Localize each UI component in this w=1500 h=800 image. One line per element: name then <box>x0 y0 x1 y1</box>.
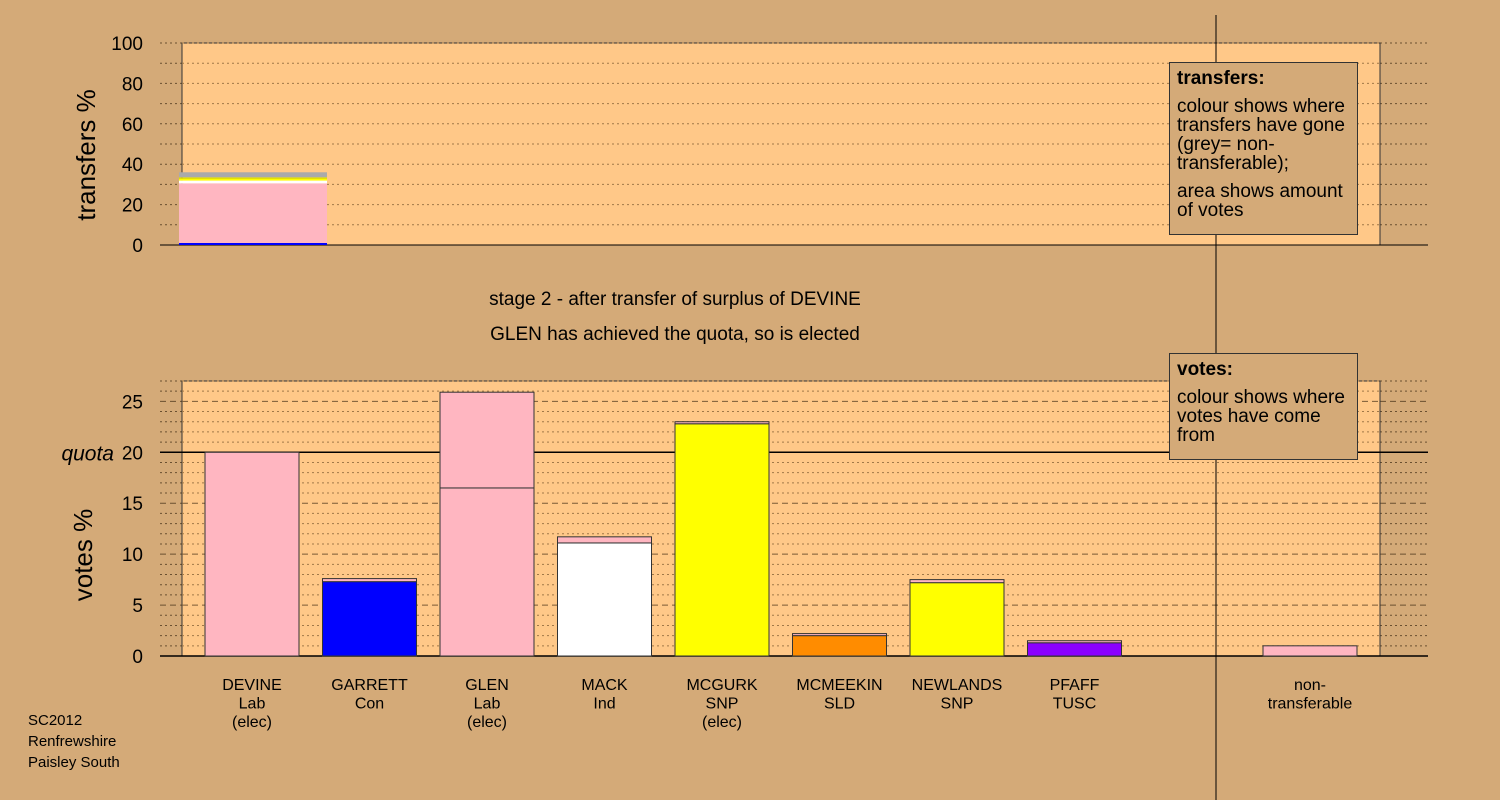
vote-segment <box>1027 642 1122 657</box>
vote-segment <box>792 635 887 657</box>
vote-segment <box>674 423 770 657</box>
vote-segment <box>439 487 535 657</box>
vote-segment <box>1027 640 1122 644</box>
votes-y-tick-label: 15 <box>122 494 143 515</box>
vote-segment <box>557 542 652 657</box>
candidate-label: DEVINE <box>222 677 282 694</box>
votes-y-tick-label: 20 <box>122 443 143 464</box>
transfers-y-ticks: 0 20 40 60 80 100 <box>111 34 143 257</box>
transfers-legend-title: transfers: <box>1177 68 1265 89</box>
election-code: SC2012 <box>28 712 83 729</box>
vote-segment <box>204 451 300 657</box>
candidate-label: Con <box>355 696 384 713</box>
candidate-label: transferable <box>1268 696 1353 713</box>
transfer-segment <box>179 180 327 184</box>
votes-y-axis-label: votes % <box>68 509 98 602</box>
transfers-gridlines-overlay <box>160 42 1428 246</box>
ward-name: Paisley South <box>28 754 120 771</box>
votes-legend: votes: colour shows where votes have com… <box>1169 353 1358 460</box>
vote-segment <box>909 579 1005 584</box>
elected-caption: GLEN has achieved the quota, so is elect… <box>490 324 860 345</box>
candidate-label: NEWLANDS <box>912 677 1003 694</box>
candidate-label: GLEN <box>465 677 509 694</box>
vote-segment <box>557 536 652 544</box>
votes-y-tick-label: 10 <box>122 545 143 566</box>
votes-category-labels: DEVINELab(elec)GARRETTConGLENLab(elec)MA… <box>222 677 1352 731</box>
votes-y-tick-label: 5 <box>132 596 143 617</box>
transfers-bars <box>179 172 327 245</box>
council-name: Renfrewshire <box>28 733 117 750</box>
candidate-label: (elec) <box>467 714 507 731</box>
nontransferable-bar <box>1262 645 1358 657</box>
transfer-segment <box>179 242 327 245</box>
candidate-label: MACK <box>581 677 628 694</box>
votes-legend-title: votes: <box>1177 359 1233 380</box>
candidate-label: (elec) <box>232 714 272 731</box>
election-footer: SC2012 Renfrewshire Paisley South <box>28 710 120 773</box>
stage-caption: stage 2 - after transfer of surplus of D… <box>489 289 861 310</box>
votes-legend-colour-text: colour shows where votes have come from <box>1177 387 1345 446</box>
transfers-legend-colour-text: colour shows where transfers have gone (… <box>1177 96 1345 174</box>
vote-segment <box>674 421 770 425</box>
quota-label: quota <box>61 442 114 465</box>
candidate-label: Ind <box>593 696 615 713</box>
vote-segment <box>909 582 1005 657</box>
transfer-segment <box>179 172 327 178</box>
candidate-label: Lab <box>239 696 266 713</box>
transfer-segment <box>179 183 327 243</box>
transfers-y-tick-label: 40 <box>122 155 143 176</box>
transfer-segment <box>179 178 327 181</box>
votes-y-ticks: 0 5 10 15 20 25 <box>122 392 143 668</box>
candidate-label: SNP <box>706 696 739 713</box>
votes-bars <box>204 391 1358 657</box>
candidate-label: PFAFF <box>1050 677 1100 694</box>
transfers-legend: transfers: colour shows where transfers … <box>1169 62 1358 235</box>
transfers-y-tick-label: 0 <box>132 236 143 257</box>
transfers-y-tick-label: 80 <box>122 74 143 95</box>
transfers-y-axis-label: transfers % <box>71 89 101 221</box>
candidate-label: GARRETT <box>331 677 408 694</box>
candidate-label: non- <box>1294 677 1326 694</box>
candidate-label: MCGURK <box>686 677 757 694</box>
candidate-label: Lab <box>474 696 501 713</box>
transfers-legend-area-text: area shows amount of votes <box>1177 181 1343 221</box>
transfers-y-tick-label: 60 <box>122 115 143 136</box>
candidate-label: (elec) <box>702 714 742 731</box>
vote-segment <box>439 391 535 489</box>
transfer-segment <box>179 177 327 179</box>
vote-segment <box>792 633 887 637</box>
vote-segment <box>322 578 417 583</box>
votes-y-tick-label: 25 <box>122 392 143 413</box>
transfers-y-tick-label: 20 <box>122 196 143 217</box>
candidate-label: SNP <box>941 696 974 713</box>
vote-segment <box>322 581 417 657</box>
candidate-label: TUSC <box>1053 696 1097 713</box>
votes-y-tick-label: 0 <box>132 647 143 668</box>
candidate-label: SLD <box>824 696 855 713</box>
candidate-label: MCMEEKIN <box>796 677 882 694</box>
transfers-y-tick-label: 100 <box>111 34 143 55</box>
